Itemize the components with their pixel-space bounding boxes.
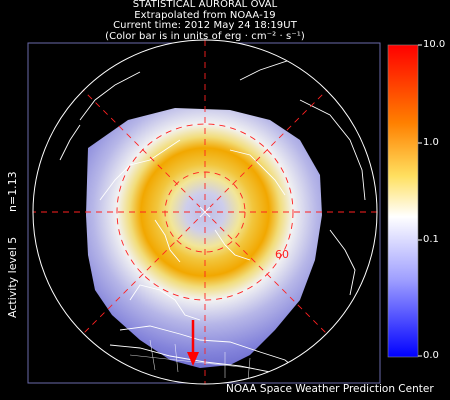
colorbar-label-0-1: 0.1 (423, 234, 439, 245)
colorbar-label-10: 10.0 (423, 39, 446, 50)
region-borders (129, 339, 251, 381)
colorbar-ticks (418, 44, 422, 357)
header: STATISTICAL AURORAL OVAL Extrapolated fr… (0, 0, 410, 42)
header-units: (Color bar is in units of erg · cm⁻² · s… (105, 30, 305, 42)
header-time: Current time: 2012 May 24 18:19UT (113, 20, 297, 31)
colorbar-label-1: 1.0 (423, 137, 439, 148)
colorbar (388, 45, 418, 357)
pole-marker (199, 206, 211, 218)
header-title: STATISTICAL AURORAL OVAL (132, 0, 278, 10)
header-source: Extrapolated from NOAA-19 (134, 9, 276, 21)
earth-outline (32, 39, 378, 385)
auroral-oval (86, 108, 322, 368)
activity-level-label: Activity level 5 (6, 236, 19, 318)
colorbar-label-0: 0.0 (423, 350, 439, 361)
footer-credit: NOAA Space Weather Prediction Center (226, 383, 434, 395)
location-arrow (187, 320, 199, 366)
n-label: n=1.13 (6, 171, 19, 212)
latitude-60-label: 60 (275, 248, 289, 261)
